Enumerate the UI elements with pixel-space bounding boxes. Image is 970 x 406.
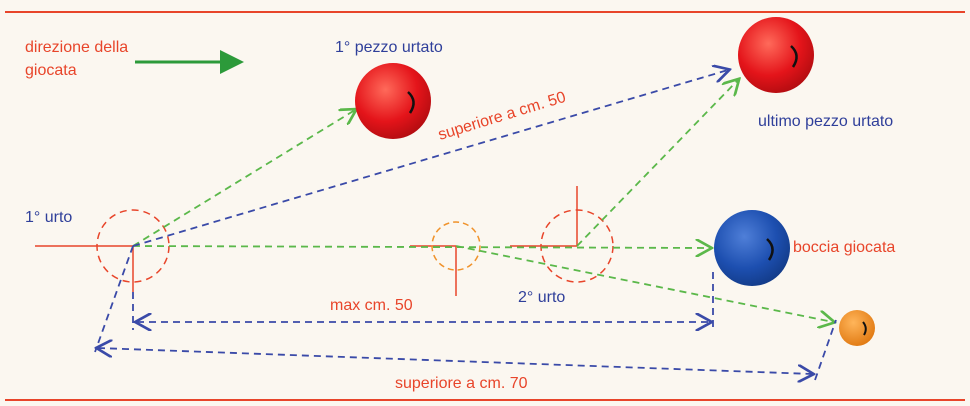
diagram: direzione della giocata 1° pezzo urtato … — [0, 0, 970, 406]
label: 1° pezzo urtato — [335, 39, 443, 56]
label: 2° urto — [518, 289, 565, 306]
played-ball — [714, 210, 790, 286]
label: boccia giocata — [793, 239, 895, 256]
first-piece-ball — [355, 63, 431, 139]
label: ultimo pezzo urtato — [758, 113, 893, 130]
jack-ball — [839, 310, 875, 346]
label: max cm. 50 — [330, 297, 413, 314]
direction-label: giocata — [25, 62, 77, 79]
direction-label: direzione della — [25, 39, 128, 56]
label: superiore a cm. 70 — [395, 375, 528, 392]
last-piece-ball — [738, 17, 814, 93]
label: 1° urto — [25, 209, 72, 226]
